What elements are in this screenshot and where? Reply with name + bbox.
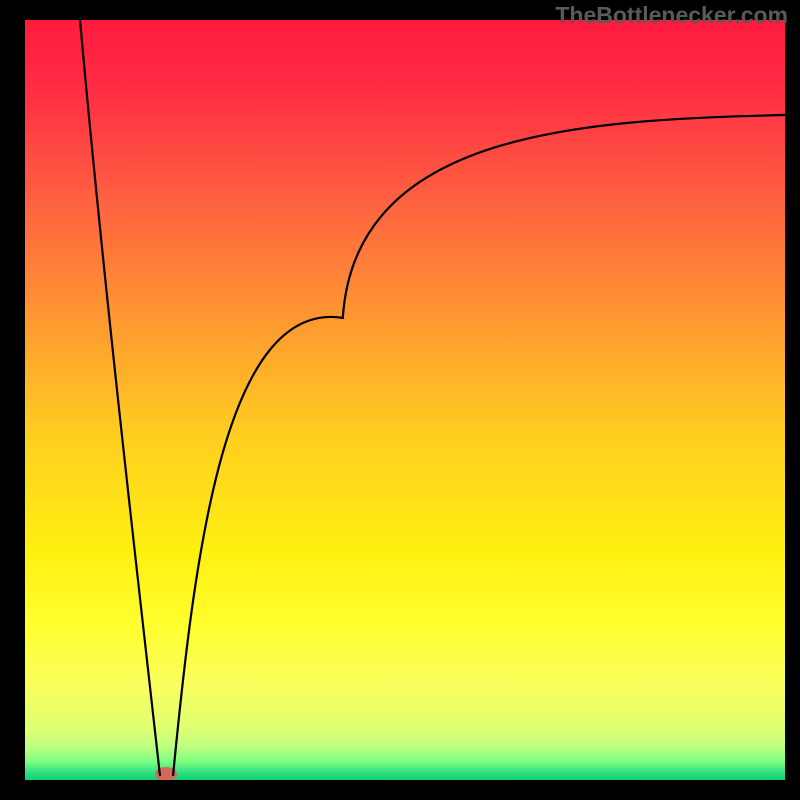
- watermark-text: TheBottlenecker.com: [555, 2, 788, 29]
- curve-left-branch: [80, 20, 160, 776]
- curve-layer: [25, 20, 785, 780]
- curve-right-branch: [173, 115, 785, 776]
- plot-area: [25, 20, 785, 780]
- chart-container: TheBottlenecker.com: [0, 0, 800, 800]
